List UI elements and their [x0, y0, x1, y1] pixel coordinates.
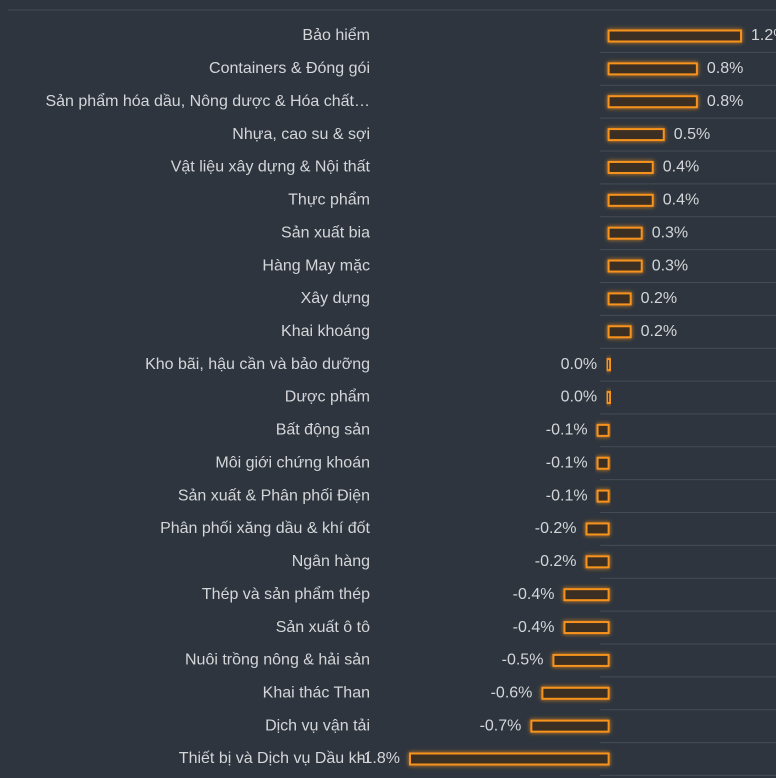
category-label: Khai khoáng — [281, 323, 370, 340]
category-label: Sản xuất ô tô — [276, 619, 370, 636]
bar — [607, 160, 654, 174]
value-label: -0.1% — [546, 422, 588, 439]
category-label: Thực phẩm — [288, 191, 370, 209]
value-label: 0.0% — [561, 356, 597, 373]
category-label: Vật liệu xây dựng & Nội thất — [171, 159, 371, 176]
bar — [596, 456, 610, 470]
bar — [552, 653, 610, 667]
value-label: 0.5% — [674, 126, 710, 143]
value-label: -1.8% — [358, 750, 400, 767]
category-label: Sản xuất bia — [281, 224, 370, 241]
bar — [607, 95, 698, 109]
value-label: -0.7% — [480, 717, 522, 734]
bar — [585, 555, 610, 569]
category-label: Xây dựng — [301, 290, 370, 307]
category-label: Bảo hiểm — [302, 26, 370, 44]
category-label: Sản phẩm hóa dầu, Nông dược & Hóa chất… — [45, 92, 370, 110]
value-label: -0.4% — [513, 619, 555, 636]
bar — [530, 719, 610, 733]
bar — [607, 128, 665, 142]
value-label: -0.4% — [513, 586, 555, 603]
category-label: Dịch vụ vận tải — [265, 717, 370, 734]
bar — [606, 358, 612, 372]
bar — [607, 292, 632, 306]
value-label: -0.1% — [546, 454, 588, 471]
value-label: -0.6% — [491, 684, 533, 701]
category-label: Phân phối xăng dầu & khí đốt — [160, 520, 370, 537]
category-label: Dược phẩm — [285, 388, 370, 406]
bar — [541, 686, 610, 700]
bar — [607, 259, 643, 273]
category-label: Kho bãi, hậu cần và bảo dưỡng — [145, 356, 370, 373]
value-label: 0.2% — [641, 290, 677, 307]
value-label: -0.1% — [546, 487, 588, 504]
value-label: -0.2% — [535, 553, 577, 570]
value-label: -0.2% — [535, 520, 577, 537]
bar — [596, 423, 610, 437]
category-label: Bất động sản — [276, 422, 370, 439]
bar — [607, 193, 654, 207]
category-label: Khai thác Than — [263, 684, 370, 701]
bar — [607, 62, 698, 76]
category-label: Thép và sản phẩm thép — [202, 585, 370, 603]
bar — [606, 391, 612, 404]
category-label: Nhựa, cao su & sợi — [232, 126, 370, 143]
bar — [607, 29, 742, 43]
value-label: 0.3% — [652, 224, 688, 241]
value-label: 0.2% — [641, 323, 677, 340]
category-label: Sản xuất & Phân phối Điện — [178, 487, 370, 504]
value-label: 0.0% — [561, 389, 597, 406]
value-label: 0.4% — [663, 192, 699, 209]
value-label: 0.8% — [707, 60, 743, 77]
category-label: Hàng May mặc — [262, 257, 370, 274]
bar — [585, 522, 610, 536]
value-label: 0.4% — [663, 159, 699, 176]
bar — [607, 226, 643, 240]
category-label: Thiết bị và Dịch vụ Dầu khí — [179, 750, 371, 767]
value-label: 0.8% — [707, 93, 743, 110]
bar — [607, 325, 632, 339]
category-label: Môi giới chứng khoán — [215, 454, 370, 471]
bar — [596, 489, 610, 503]
category-label: Nuôi trồng nông & hải sản — [185, 652, 370, 669]
value-label: -0.5% — [502, 652, 544, 669]
category-label: Containers & Đóng gói — [209, 60, 370, 77]
category-label: Ngân hàng — [292, 553, 370, 570]
value-label: 1.2% — [751, 27, 776, 44]
bar — [563, 588, 610, 602]
value-label: 0.3% — [652, 257, 688, 274]
bar — [563, 621, 610, 635]
bar — [409, 752, 610, 766]
